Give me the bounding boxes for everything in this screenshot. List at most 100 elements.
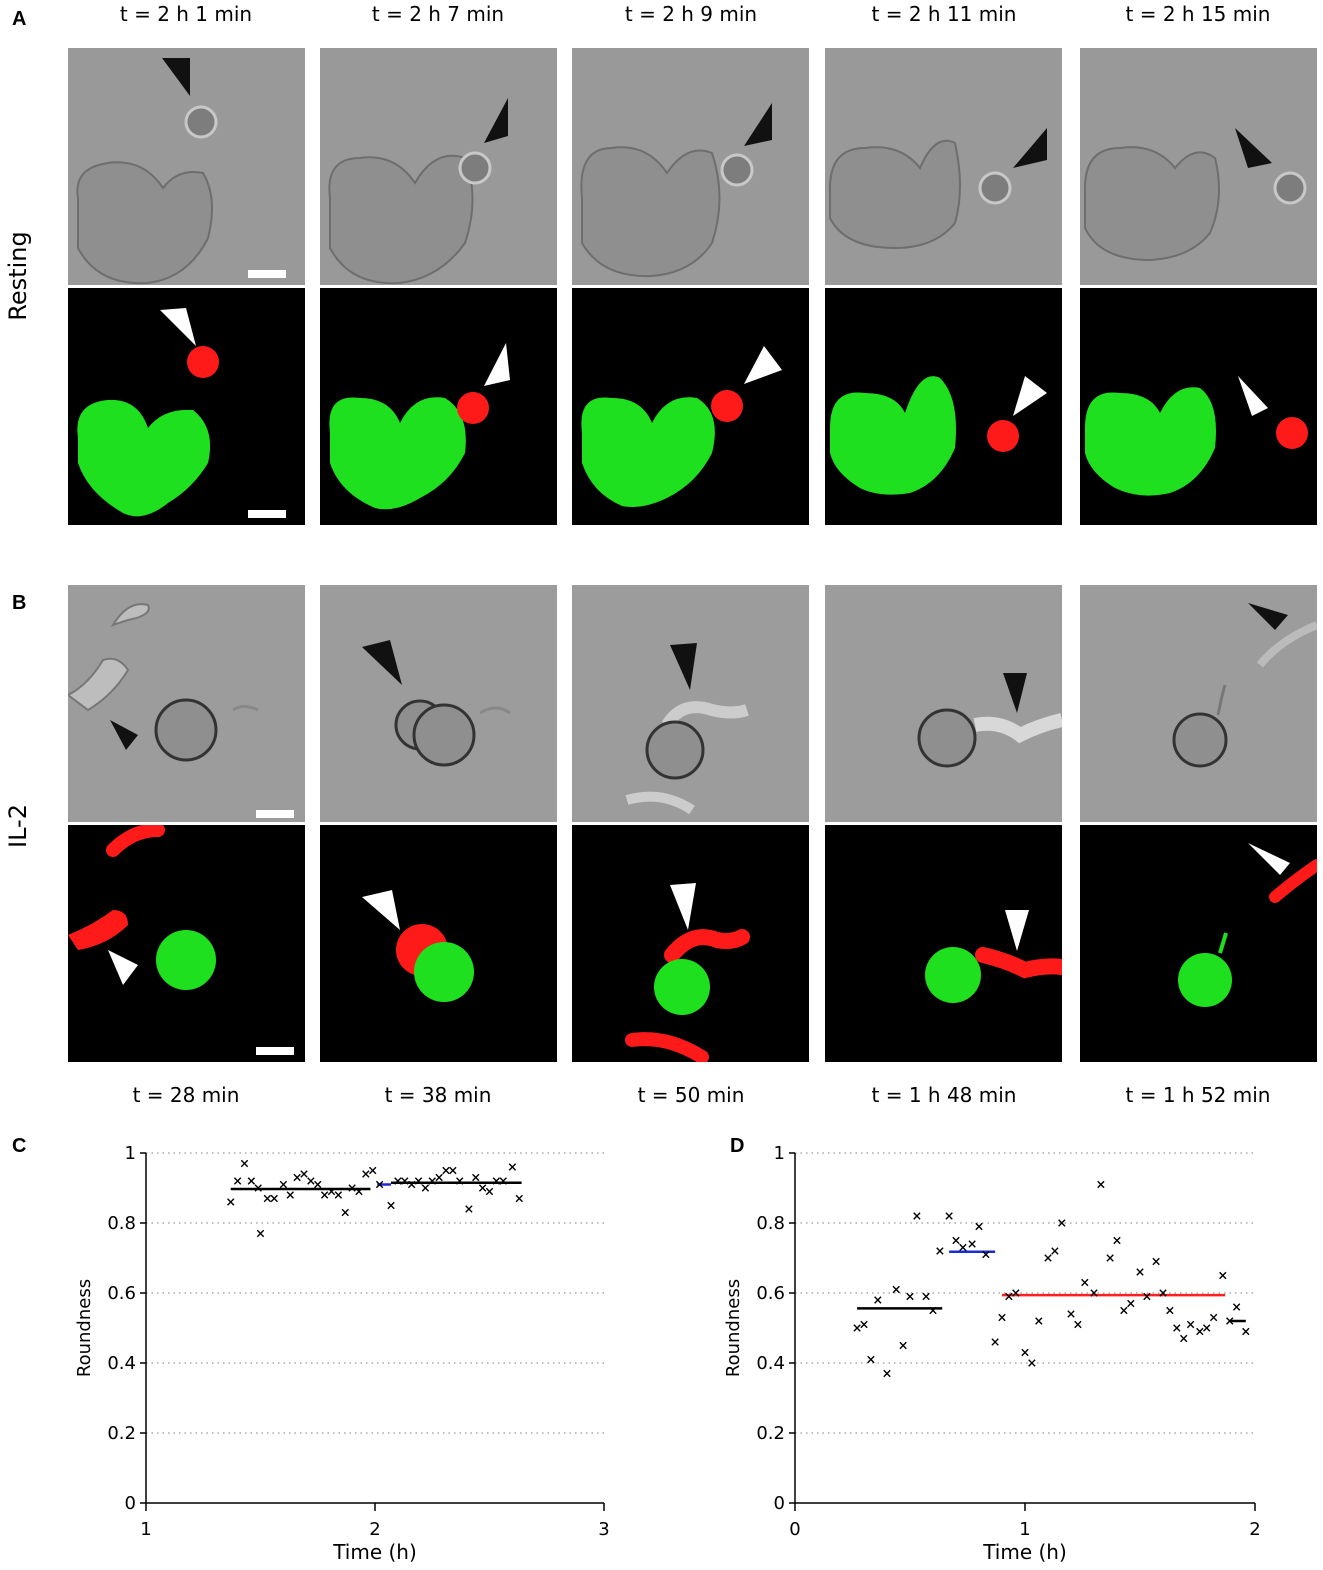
micrograph-b-fluor-5 — [1080, 825, 1317, 1062]
data-point — [1152, 1257, 1160, 1266]
data-point — [1143, 1292, 1151, 1301]
roundness-chart-d: 0 0.2 0.4 0.6 0.8 1 0 1 2 Time (h) Roundness — [723, 1143, 1261, 1564]
y-tick-label: 0.8 — [756, 1213, 785, 1234]
x-tick-label: 1 — [140, 1519, 151, 1540]
micrograph-b-fluor-1 — [68, 825, 305, 1062]
data-point — [1012, 1289, 1020, 1297]
panel-letter-c: C — [12, 1135, 27, 1157]
data-point — [256, 1229, 265, 1238]
micrograph-b-phase-5 — [1080, 585, 1317, 822]
micrograph-a-phase-3 — [572, 48, 809, 285]
data-point — [936, 1247, 944, 1255]
y-tick-label: 0.2 — [756, 1423, 785, 1444]
data-point — [1090, 1289, 1098, 1297]
panel-letter-b: B — [12, 592, 27, 614]
micrograph-a-fluor-3 — [572, 288, 809, 525]
time-label-a2: t = 2 h 7 min — [371, 2, 505, 26]
data-point — [1044, 1254, 1052, 1262]
data-point — [1120, 1306, 1128, 1315]
y-tick-label: 0.2 — [107, 1423, 136, 1444]
data-point — [515, 1194, 523, 1203]
roundness-chart-c: 0 0.2 0.4 0.6 0.8 1 1 2 3 Time (h) Roundness — [74, 1143, 610, 1564]
data-point — [442, 1166, 450, 1175]
time-label-b3: t = 50 min — [637, 1083, 745, 1107]
data-point — [394, 1177, 402, 1185]
y-axis-label: Roundness — [723, 1279, 744, 1377]
data-point — [428, 1177, 436, 1185]
time-label-a1: t = 2 h 1 min — [119, 2, 253, 26]
x-axis-label: Time (h) — [332, 1540, 417, 1564]
y-tick-label: 1 — [774, 1143, 785, 1164]
y-axis-label: Roundness — [74, 1279, 95, 1377]
x-tick-label: 1 — [1019, 1519, 1030, 1540]
data-point — [348, 1184, 356, 1192]
data-point — [279, 1180, 288, 1189]
data-point — [913, 1212, 921, 1220]
data-point — [341, 1208, 349, 1217]
micrograph-a-fluor-2 — [320, 288, 557, 525]
micrograph-a-fluor-1 — [68, 288, 305, 525]
y-tick-label: 0.6 — [107, 1283, 136, 1304]
data-point — [233, 1177, 242, 1185]
data-point — [1166, 1306, 1174, 1315]
data-point — [1219, 1271, 1227, 1280]
y-tick-label: 0.8 — [107, 1213, 136, 1234]
data-point — [362, 1170, 370, 1178]
y-tick-label: 0 — [125, 1493, 136, 1514]
data-point — [499, 1177, 507, 1185]
time-label-b5: t = 1 h 52 min — [1125, 1083, 1271, 1107]
x-tick-label: 2 — [369, 1519, 380, 1540]
data-point — [375, 1180, 384, 1189]
data-point — [906, 1292, 914, 1301]
data-point — [1051, 1247, 1059, 1255]
data-point — [240, 1159, 249, 1168]
y-tick-label: 0.6 — [756, 1283, 785, 1304]
micrograph-a-phase-2 — [320, 48, 557, 285]
data-point — [1127, 1299, 1135, 1308]
data-point — [1067, 1310, 1075, 1318]
data-point — [929, 1306, 937, 1315]
data-point — [1232, 1303, 1241, 1311]
data-point — [1159, 1289, 1167, 1297]
data-point — [355, 1187, 363, 1196]
data-point — [293, 1173, 301, 1182]
data-point — [263, 1194, 272, 1203]
panel-letter-a: A — [12, 8, 27, 30]
micrograph-b-fluor-4 — [825, 825, 1062, 1062]
data-point — [387, 1201, 395, 1210]
data-point — [286, 1191, 294, 1199]
data-point — [922, 1292, 930, 1301]
micrograph-b-fluor-2 — [320, 825, 557, 1062]
time-label-b4: t = 1 h 48 min — [871, 1083, 1017, 1107]
data-point — [307, 1177, 315, 1185]
data-point — [320, 1191, 329, 1199]
x-tick-label: 3 — [598, 1519, 609, 1540]
data-point — [334, 1191, 343, 1199]
micrograph-b-fluor-3 — [572, 825, 809, 1062]
time-label-b1: t = 28 min — [132, 1083, 240, 1107]
data-point — [492, 1177, 501, 1185]
micrograph-b-phase-2 — [320, 585, 557, 822]
data-point — [975, 1222, 983, 1231]
data-point — [421, 1184, 430, 1192]
micrograph-b-phase-4 — [825, 585, 1062, 822]
data-point — [1226, 1317, 1234, 1325]
data-point — [1005, 1292, 1013, 1301]
data-point — [247, 1177, 256, 1185]
data-point — [465, 1205, 473, 1213]
data-point — [1021, 1348, 1029, 1357]
data-point — [1242, 1327, 1250, 1336]
data-point — [883, 1369, 891, 1378]
time-label-a4: t = 2 h 11 min — [871, 2, 1017, 26]
data-point — [300, 1170, 308, 1178]
data-point — [369, 1166, 377, 1175]
data-point — [899, 1341, 907, 1350]
data-point — [982, 1250, 990, 1259]
data-point — [449, 1166, 457, 1175]
data-point — [314, 1180, 322, 1189]
data-point — [270, 1194, 278, 1203]
data-point — [998, 1313, 1006, 1322]
time-label-a5: t = 2 h 15 min — [1125, 2, 1271, 26]
data-point — [508, 1163, 517, 1171]
micrograph-a-phase-1 — [68, 48, 305, 285]
